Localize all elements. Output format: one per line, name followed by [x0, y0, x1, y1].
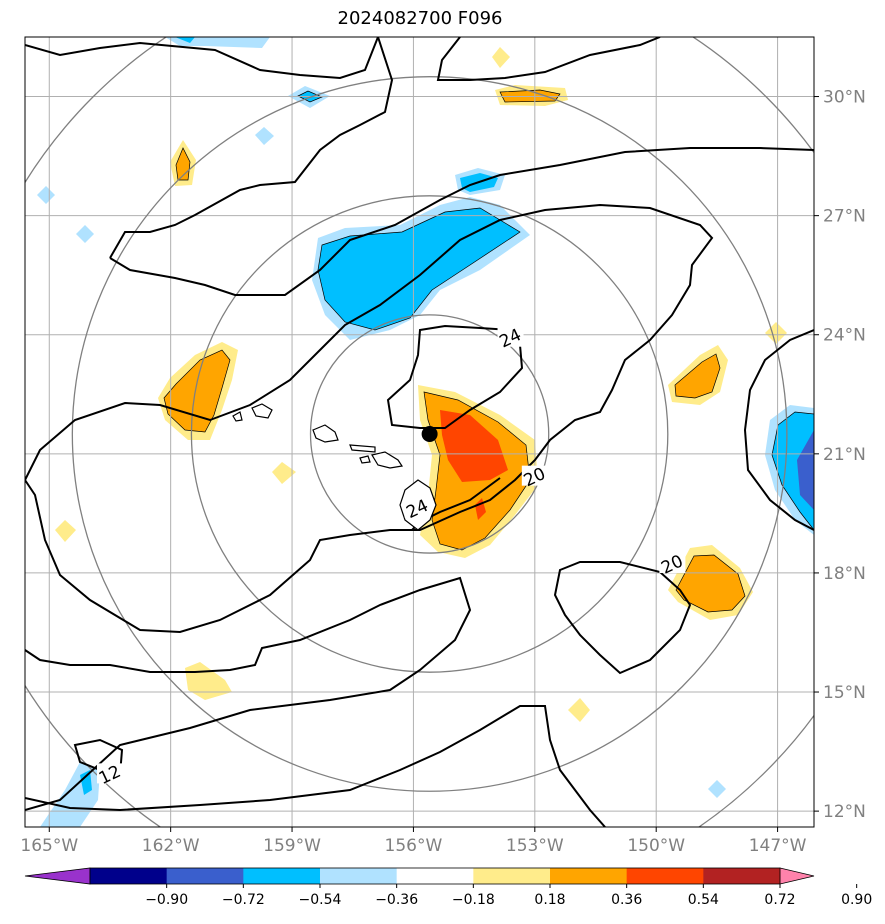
- contour-label-bg: [659, 552, 686, 573]
- positive-anomaly-speck-5: [568, 698, 590, 722]
- latitude-tick-label: 30°N: [823, 88, 866, 108]
- latitude-tick-label: 15°N: [823, 683, 866, 703]
- island-lanai: [359, 455, 371, 464]
- negative-anomaly-east-edge-core: [772, 412, 814, 530]
- range-ring: [309, 314, 550, 554]
- negative-anomaly-speck-5: [708, 780, 726, 798]
- positive-anomaly-speck-2: [272, 462, 296, 484]
- contour-se: [553, 561, 692, 675]
- negative-anomaly-core: [318, 208, 520, 330]
- latitude-tick-label: 21°N: [823, 445, 866, 465]
- colorbar-tick-label: 0.90: [841, 892, 872, 908]
- longitude-tick-label: 150°W: [627, 836, 685, 856]
- colorbar-tick-label: 0.72: [764, 892, 795, 908]
- colorbar-tick-label: −0.18: [452, 892, 495, 908]
- colorbar-tick-label: −0.72: [222, 892, 265, 908]
- island-maui: [371, 451, 404, 469]
- contour-label-bg: [497, 326, 524, 347]
- positive-anomaly-se-core: [676, 555, 745, 612]
- colorbar-swatch: [703, 868, 781, 884]
- contour-label-bg: [521, 465, 548, 486]
- range-ring: [190, 195, 669, 673]
- latitude-tick-label: 27°N: [823, 207, 866, 227]
- positive-anomaly-northern-core: [500, 90, 560, 102]
- longitude-labels: 165°W 162°W 159°W 156°W 153°W 150°W 147°W: [20, 827, 807, 856]
- positive-anomaly-speck-4: [765, 322, 787, 344]
- negative-anomaly-top-core: [175, 37, 195, 43]
- latitude-tick-label: 18°N: [823, 564, 866, 584]
- colorbar-tick-label: −0.36: [375, 892, 418, 908]
- coastlines: [232, 403, 437, 531]
- contour-inner-west: [25, 203, 714, 634]
- contour-north-inner: [109, 147, 814, 296]
- colorbar-swatch: [90, 868, 168, 884]
- colorbar-frame: [89, 867, 781, 885]
- latitude-tick-label: 12°N: [823, 802, 866, 822]
- positive-anomaly-east-core: [675, 354, 720, 398]
- colorbar-tick-label: 0.18: [534, 892, 565, 908]
- positive-anomaly-speck-3: [55, 520, 76, 542]
- colorbar-extend-low: [24, 867, 91, 885]
- black-contours: [25, 37, 814, 827]
- longitude-tick-label: 162°W: [142, 836, 200, 856]
- colorbar-tick-label: −0.90: [145, 892, 188, 908]
- longitude-tick-label: 159°W: [263, 836, 321, 856]
- colorbar-swatch: [396, 868, 474, 884]
- colorbar-swatch: [550, 868, 628, 884]
- colorbar-swatch: [626, 868, 704, 884]
- contour-top-right: [436, 37, 661, 81]
- colorbar-swatch: [473, 868, 551, 884]
- plot-frame: [24, 36, 815, 828]
- anomaly-outline-contours: [163, 89, 814, 613]
- colorbar-swatch: [243, 868, 321, 884]
- contour-label-bg: [404, 497, 431, 518]
- colorbar-tick-label: 0.36: [611, 892, 642, 908]
- negative-anomaly-sw-core: [80, 770, 92, 795]
- longitude-tick-label: 153°W: [506, 836, 564, 856]
- negative-anomaly-east-edge-deep: [797, 430, 814, 510]
- colorbar: −0.90 −0.72 −0.54 −0.36 −0.18 0.18 0.36 0.54 0.7…: [24, 867, 872, 908]
- range-ring: [71, 76, 788, 792]
- latitude-tick-label: 24°N: [823, 326, 866, 346]
- map-title: 2024082700 F096: [337, 8, 503, 29]
- storm-center-marker: [421, 425, 438, 442]
- island-niihau: [232, 411, 243, 422]
- contour-north-2: [25, 37, 379, 80]
- negative-anomaly-speck-4: [76, 225, 94, 243]
- contour-label-bg: [96, 763, 123, 784]
- colorbar-swatch: [320, 868, 398, 884]
- negative-anomaly-speck-3: [37, 186, 55, 204]
- latitude-labels: 12°N 15°N 18°N 21°N 24°N 27°N 30°N: [814, 88, 866, 822]
- positive-anomaly-central-core: [440, 410, 508, 482]
- longitude-tick-label: 156°W: [385, 836, 443, 856]
- colorbar-extend-high: [779, 867, 815, 885]
- longitude-tick-label: 165°W: [20, 836, 78, 856]
- colorbar-tick-label: −0.54: [299, 892, 342, 908]
- contour-outer-west: [25, 576, 472, 811]
- positive-anomaly-speck-1: [492, 47, 510, 68]
- island-molokai: [349, 444, 376, 453]
- contour-south: [25, 705, 606, 827]
- island-kauai: [251, 403, 273, 419]
- negative-anomaly-speck-2: [255, 127, 274, 145]
- colorbar-tick-label: 0.54: [688, 892, 719, 908]
- contour-east: [743, 329, 814, 531]
- colorbar-swatch: [166, 868, 244, 884]
- longitude-tick-label: 147°W: [749, 836, 807, 856]
- contour-north: [109, 37, 394, 259]
- contour-center-loop: [386, 324, 524, 429]
- positive-anomaly-sw: [185, 662, 232, 700]
- island-oahu: [312, 424, 339, 443]
- gridlines: [25, 37, 814, 827]
